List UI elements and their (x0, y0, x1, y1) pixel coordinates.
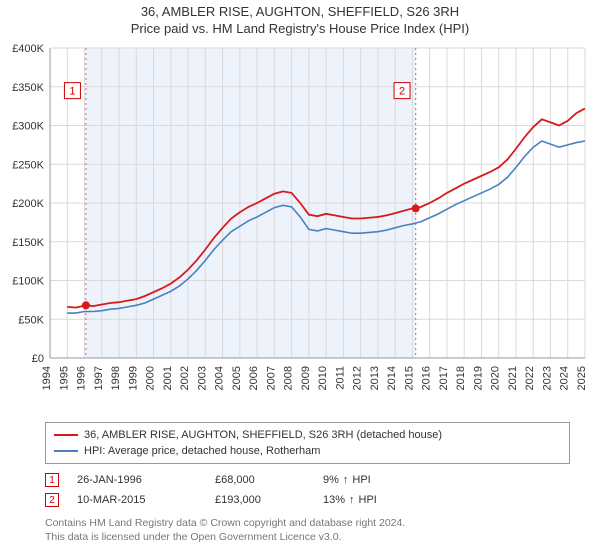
chart-title-address: 36, AMBLER RISE, AUGHTON, SHEFFIELD, S26… (0, 4, 600, 19)
chart-legend: 36, AMBLER RISE, AUGHTON, SHEFFIELD, S26… (45, 422, 570, 464)
svg-text:2008: 2008 (283, 366, 295, 390)
svg-text:£400K: £400K (12, 43, 44, 55)
sale-delta-pct: 13% (323, 494, 345, 506)
svg-text:£350K: £350K (12, 82, 44, 94)
sale-row: 1 26-JAN-1996 £68,000 9% ↑HPI (45, 470, 570, 490)
sale-delta-label: HPI (359, 494, 377, 506)
svg-text:£100K: £100K (12, 276, 44, 288)
svg-text:2021: 2021 (507, 366, 519, 390)
sale-delta: 9% ↑HPI (323, 474, 371, 486)
chart-footer: Contains HM Land Registry data © Crown c… (45, 516, 570, 544)
svg-text:1994: 1994 (41, 366, 53, 390)
svg-text:2011: 2011 (334, 366, 346, 390)
arrow-up-icon: ↑ (349, 494, 355, 506)
sale-delta-label: HPI (352, 474, 370, 486)
svg-text:2: 2 (399, 86, 405, 98)
svg-text:2025: 2025 (576, 366, 588, 390)
svg-text:£250K: £250K (12, 159, 44, 171)
footer-line-2: This data is licensed under the Open Gov… (45, 530, 570, 544)
svg-text:1997: 1997 (93, 366, 105, 390)
arrow-up-icon: ↑ (343, 474, 349, 486)
svg-text:2020: 2020 (490, 366, 502, 390)
legend-swatch (54, 450, 78, 452)
svg-text:£200K: £200K (12, 198, 44, 210)
sale-date: 10-MAR-2015 (77, 494, 197, 506)
sale-date: 26-JAN-1996 (77, 474, 197, 486)
legend-label: 36, AMBLER RISE, AUGHTON, SHEFFIELD, S26… (84, 429, 442, 441)
svg-text:2023: 2023 (541, 366, 553, 390)
legend-label: HPI: Average price, detached house, Roth… (84, 445, 320, 457)
svg-text:£0: £0 (32, 353, 44, 365)
footer-line-1: Contains HM Land Registry data © Crown c… (45, 516, 570, 530)
svg-text:2014: 2014 (386, 366, 398, 390)
chart-title-block: 36, AMBLER RISE, AUGHTON, SHEFFIELD, S26… (0, 0, 600, 38)
svg-text:1999: 1999 (127, 366, 139, 390)
svg-text:2024: 2024 (559, 366, 571, 390)
legend-row: 36, AMBLER RISE, AUGHTON, SHEFFIELD, S26… (54, 427, 561, 443)
svg-text:£150K: £150K (12, 237, 44, 249)
svg-text:1996: 1996 (76, 366, 88, 390)
chart-area: £0 £50K £100K £150K £200K £250K £300K £350K £400… (0, 38, 600, 418)
sale-delta-pct: 9% (323, 474, 339, 486)
sale-delta: 13% ↑ HPI (323, 494, 377, 506)
sale-rows: 126-JAN-1996£68,0009%↑HPI210-MAR-2015£19… (45, 470, 570, 510)
line-chart: £0 £50K £100K £150K £200K £250K £300K £350K £400… (0, 38, 600, 418)
legend-swatch (54, 434, 78, 436)
sale-price: £193,000 (215, 494, 305, 506)
sale-price: £68,000 (215, 474, 305, 486)
svg-text:2017: 2017 (438, 366, 450, 390)
svg-text:2007: 2007 (265, 366, 277, 390)
svg-text:1995: 1995 (58, 366, 70, 390)
svg-text:2009: 2009 (300, 366, 312, 390)
svg-text:£300K: £300K (12, 121, 44, 133)
svg-text:2022: 2022 (524, 366, 536, 390)
svg-text:2019: 2019 (472, 366, 484, 390)
svg-text:2016: 2016 (421, 366, 433, 390)
svg-text:2018: 2018 (455, 366, 467, 390)
svg-text:2015: 2015 (403, 366, 415, 390)
svg-text:2013: 2013 (369, 366, 381, 390)
chart-title-subtitle: Price paid vs. HM Land Registry's House … (0, 21, 600, 36)
svg-text:2001: 2001 (162, 366, 174, 390)
svg-text:2006: 2006 (248, 366, 260, 390)
svg-text:2002: 2002 (179, 366, 191, 390)
svg-text:1998: 1998 (110, 366, 122, 390)
sale-marker-box: 1 (45, 473, 59, 487)
svg-text:2000: 2000 (145, 366, 157, 390)
legend-row: HPI: Average price, detached house, Roth… (54, 443, 561, 459)
svg-text:1: 1 (69, 86, 75, 98)
svg-text:2010: 2010 (317, 366, 329, 390)
svg-text:2005: 2005 (231, 366, 243, 390)
sale-row: 2 10-MAR-2015 £193,000 13% ↑ HPI (45, 490, 570, 510)
svg-text:2012: 2012 (352, 366, 364, 390)
svg-text:2003: 2003 (196, 366, 208, 390)
svg-text:£50K: £50K (18, 314, 44, 326)
svg-text:2004: 2004 (214, 366, 226, 390)
sale-marker-box: 2 (45, 493, 59, 507)
